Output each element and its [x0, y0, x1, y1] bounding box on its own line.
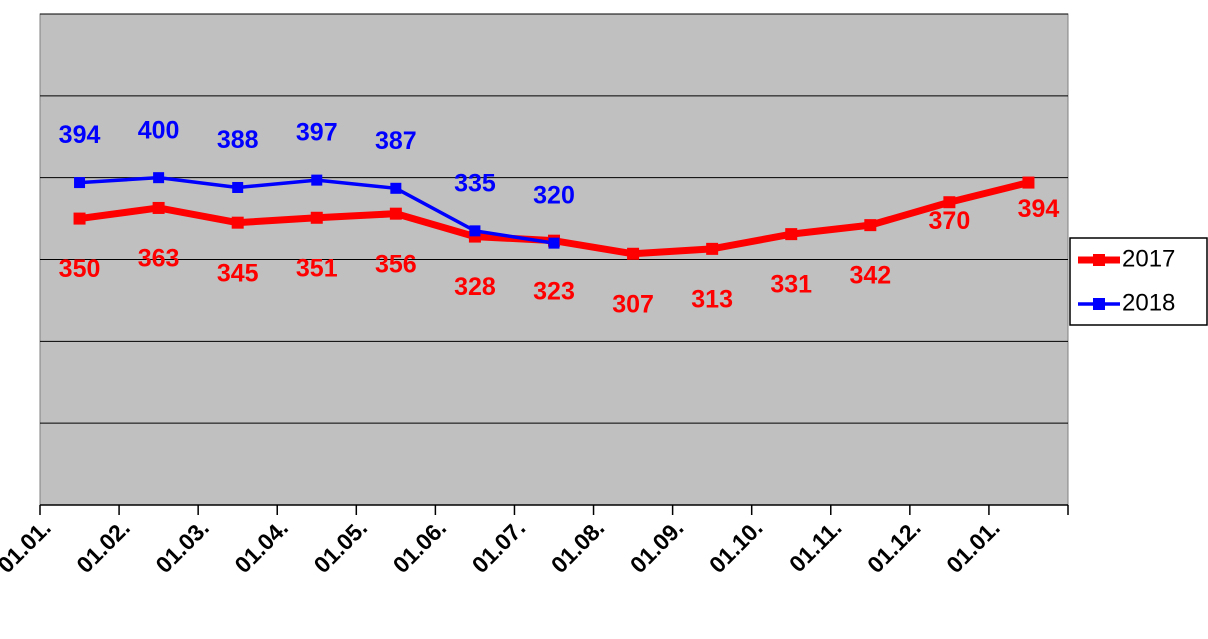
x-tick-label: 01.06. — [388, 514, 452, 578]
value-label: 342 — [849, 262, 891, 290]
value-label: 394 — [1018, 195, 1060, 223]
value-label: 320 — [533, 182, 575, 210]
x-tick-label: 01.07. — [467, 514, 531, 578]
value-label: 370 — [929, 207, 971, 235]
x-tick-label: 01.08. — [546, 514, 610, 578]
x-tick-label: 01.11. — [784, 514, 847, 577]
series-marker — [389, 207, 402, 220]
series-marker — [785, 228, 798, 241]
value-label: 345 — [217, 259, 259, 287]
series-marker — [231, 216, 244, 229]
legend-box — [1069, 237, 1208, 326]
value-label: 394 — [59, 121, 101, 149]
series-marker — [311, 174, 323, 186]
value-label: 356 — [375, 250, 417, 278]
x-tick-label: 01.02. — [71, 514, 135, 578]
series-marker — [469, 225, 481, 237]
value-label: 335 — [454, 169, 496, 197]
series-marker — [73, 212, 86, 225]
x-tick-label: 01.10. — [704, 514, 768, 578]
x-tick-label: 01.01. — [0, 514, 56, 578]
x-tick-label: 01.01. — [941, 514, 1005, 578]
series-marker — [943, 196, 956, 209]
value-label: 400 — [138, 116, 180, 144]
value-label: 307 — [612, 290, 654, 318]
legend-marker — [1093, 298, 1105, 310]
x-tick-label: 01.04. — [229, 514, 293, 578]
value-label: 387 — [375, 127, 417, 155]
series-marker — [1022, 176, 1035, 189]
series-marker — [232, 181, 244, 193]
series-marker — [152, 201, 165, 214]
x-tick-label: 01.12. — [862, 514, 926, 578]
series-marker — [627, 247, 640, 260]
legend-marker — [1093, 254, 1105, 266]
value-label: 388 — [217, 126, 259, 154]
legend-label: 2018 — [1122, 289, 1175, 316]
value-label: 397 — [296, 119, 338, 147]
series-marker — [706, 242, 719, 255]
x-tick-label: 01.09. — [625, 514, 689, 578]
x-tick-label: 01.03. — [150, 514, 214, 578]
series-marker — [548, 237, 560, 249]
series-marker — [310, 211, 323, 224]
series-marker — [390, 182, 402, 194]
value-label: 350 — [59, 255, 101, 283]
value-label: 328 — [454, 273, 496, 301]
x-tick-label: 01.05. — [309, 514, 373, 578]
value-label: 351 — [296, 254, 338, 282]
value-label: 313 — [691, 285, 733, 313]
series-marker — [864, 219, 877, 232]
value-label: 323 — [533, 277, 575, 305]
legend-label: 2017 — [1122, 245, 1175, 272]
series-marker — [74, 177, 86, 189]
value-label: 331 — [770, 271, 812, 299]
value-label: 363 — [138, 245, 180, 273]
series-marker — [153, 172, 165, 184]
